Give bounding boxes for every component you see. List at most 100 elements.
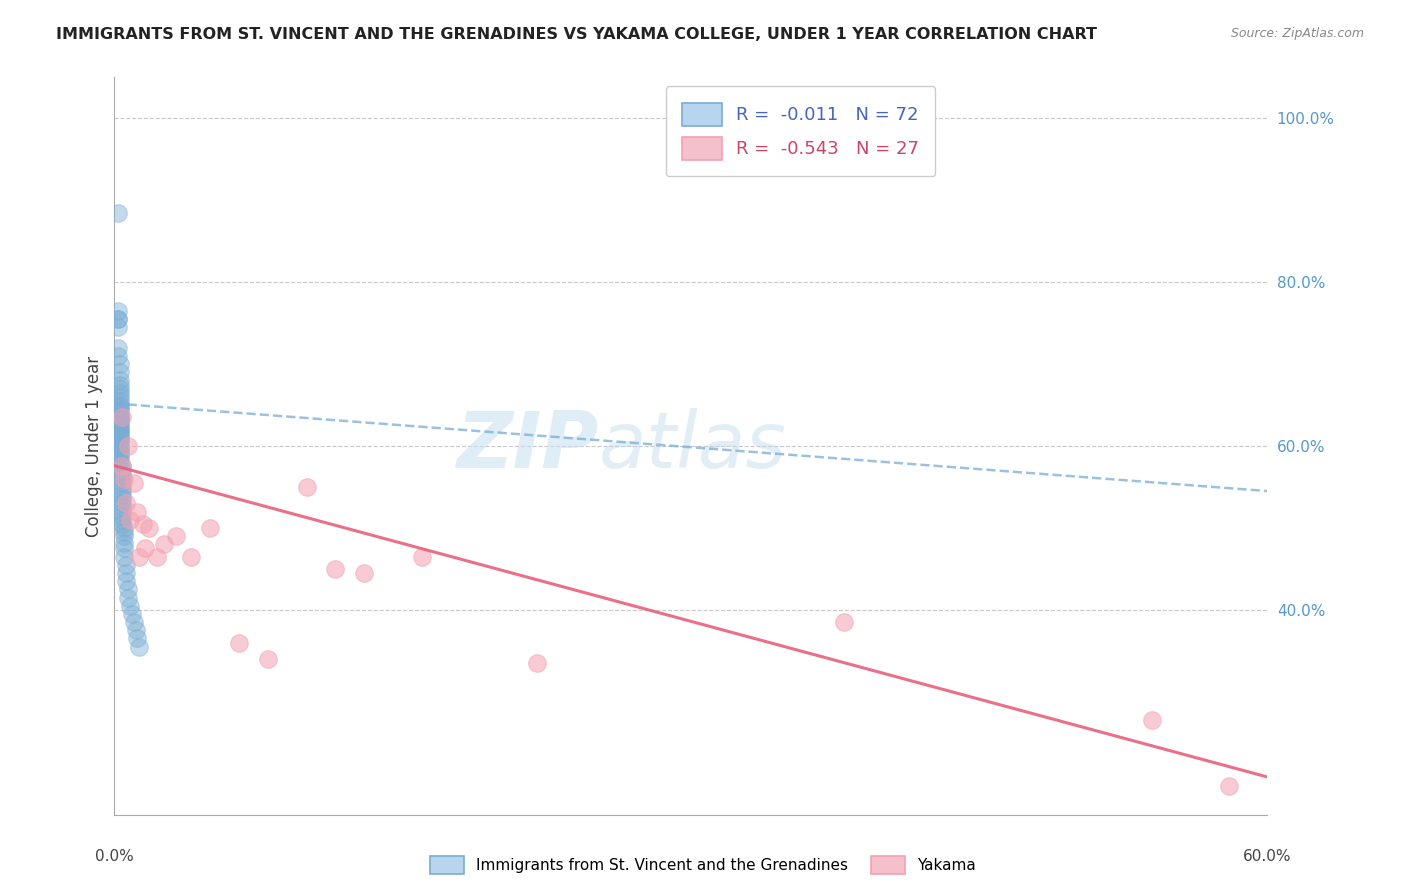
Point <box>128 640 150 654</box>
Point <box>108 402 131 417</box>
Point <box>111 488 134 502</box>
Point <box>107 312 129 326</box>
Point <box>411 549 433 564</box>
Point <box>108 451 131 466</box>
Point <box>117 582 139 597</box>
Point <box>108 421 131 435</box>
Point <box>134 541 156 556</box>
Point <box>124 624 146 638</box>
Point <box>145 549 167 564</box>
Point <box>117 439 139 453</box>
Point <box>118 599 141 613</box>
Point <box>108 424 131 438</box>
Point <box>127 632 149 646</box>
Text: 60.0%: 60.0% <box>1243 849 1291 863</box>
Point <box>111 513 134 527</box>
Point <box>128 549 150 564</box>
Point <box>108 400 131 414</box>
Point <box>111 459 134 474</box>
Point <box>112 524 135 539</box>
Point <box>180 549 202 564</box>
Point <box>108 390 131 404</box>
Point <box>111 492 134 507</box>
Point <box>108 455 131 469</box>
Point <box>111 516 134 531</box>
Point <box>107 303 129 318</box>
Point <box>112 521 135 535</box>
Point <box>325 562 347 576</box>
Point <box>108 441 131 455</box>
Point <box>1140 714 1163 728</box>
Point <box>112 535 135 549</box>
Point <box>108 357 131 371</box>
Point <box>108 423 131 437</box>
Point <box>108 412 131 426</box>
Point <box>115 566 138 580</box>
Point <box>112 529 135 543</box>
Point <box>108 382 131 396</box>
Point <box>107 349 129 363</box>
Point <box>107 205 129 219</box>
Point <box>111 500 134 515</box>
Point <box>353 566 375 580</box>
Point <box>108 406 131 420</box>
Point <box>107 341 129 355</box>
Point <box>153 537 176 551</box>
Point <box>117 591 139 605</box>
Point <box>138 521 160 535</box>
Point <box>115 558 138 572</box>
Point <box>111 508 134 523</box>
Point <box>834 615 856 629</box>
Point <box>108 385 131 400</box>
Point <box>111 504 134 518</box>
Point <box>111 464 134 478</box>
Point <box>107 312 129 326</box>
Point <box>112 541 135 556</box>
Point <box>108 434 131 449</box>
Point <box>115 496 138 510</box>
Point <box>108 393 131 408</box>
Point <box>108 447 131 461</box>
Point <box>108 426 131 441</box>
Point <box>257 652 280 666</box>
Point <box>108 418 131 433</box>
Legend: R =  -0.011   N = 72, R =  -0.543   N = 27: R = -0.011 N = 72, R = -0.543 N = 27 <box>665 87 935 177</box>
Text: ZIP: ZIP <box>457 408 599 484</box>
Point <box>108 374 131 388</box>
Point <box>111 484 134 499</box>
Text: 0.0%: 0.0% <box>96 849 134 863</box>
Point <box>132 516 155 531</box>
Point <box>111 472 134 486</box>
Point <box>1218 779 1240 793</box>
Point <box>122 475 145 490</box>
Point <box>112 472 135 486</box>
Point <box>108 414 131 428</box>
Point <box>108 409 131 423</box>
Point <box>108 429 131 443</box>
Point <box>108 365 131 379</box>
Point <box>228 635 250 649</box>
Point <box>108 443 131 458</box>
Point <box>526 656 548 670</box>
Point <box>121 607 143 621</box>
Legend: Immigrants from St. Vincent and the Grenadines, Yakama: Immigrants from St. Vincent and the Gren… <box>425 850 981 880</box>
Point <box>111 480 134 494</box>
Point <box>165 529 187 543</box>
Text: Source: ZipAtlas.com: Source: ZipAtlas.com <box>1230 27 1364 40</box>
Point <box>108 377 131 392</box>
Point <box>295 480 318 494</box>
Point <box>127 504 149 518</box>
Y-axis label: College, Under 1 year: College, Under 1 year <box>86 355 103 537</box>
Point <box>108 434 131 448</box>
Point <box>111 459 134 474</box>
Point <box>115 574 138 589</box>
Point <box>122 615 145 629</box>
Point <box>108 431 131 445</box>
Point <box>111 467 134 482</box>
Text: atlas: atlas <box>599 408 786 484</box>
Point <box>112 549 135 564</box>
Point <box>111 410 134 425</box>
Point <box>111 496 134 510</box>
Point <box>108 410 131 425</box>
Point <box>108 398 131 412</box>
